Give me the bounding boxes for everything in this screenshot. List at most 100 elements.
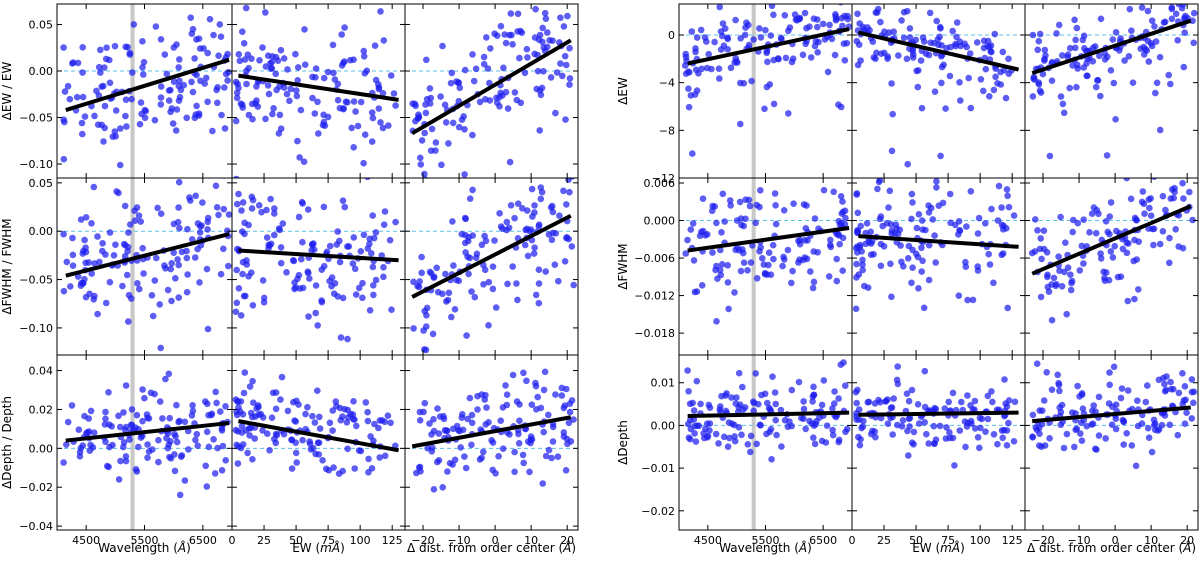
data-point	[385, 122, 392, 129]
data-point	[832, 413, 840, 421]
data-point	[176, 56, 183, 63]
data-point	[341, 203, 349, 211]
data-point	[810, 383, 817, 391]
data-point	[251, 435, 258, 442]
data-point	[183, 247, 190, 255]
data-point	[761, 105, 768, 113]
data-point	[456, 84, 464, 92]
data-point	[537, 91, 545, 99]
data-point	[1179, 370, 1186, 377]
data-point	[872, 433, 879, 441]
data-point	[802, 225, 810, 232]
data-point	[441, 427, 449, 434]
data-point	[1039, 70, 1047, 78]
data-point	[503, 391, 511, 399]
data-point	[1077, 430, 1084, 437]
fit-line	[858, 410, 1019, 417]
data-point	[320, 74, 328, 82]
data-point	[1095, 432, 1103, 439]
data-point	[1148, 17, 1156, 25]
data-point	[854, 228, 861, 236]
data-point	[88, 220, 95, 227]
data-point	[61, 88, 69, 95]
data-point	[291, 279, 298, 286]
data-point	[439, 42, 446, 50]
data-point	[489, 466, 497, 474]
data-point	[1058, 401, 1066, 409]
data-point	[1048, 386, 1056, 394]
data-point	[203, 428, 211, 436]
data-point	[718, 229, 725, 236]
data-point	[434, 288, 442, 296]
data-point	[168, 260, 175, 267]
data-point	[1145, 58, 1153, 65]
data-point	[1171, 184, 1178, 192]
data-point	[271, 210, 278, 217]
data-point	[932, 436, 940, 444]
data-point	[929, 216, 937, 223]
fit-line	[65, 57, 230, 112]
x-tick-label: 6500	[189, 534, 217, 547]
data-point	[429, 330, 437, 338]
data-point	[918, 217, 926, 224]
data-point	[921, 419, 928, 426]
data-point	[1067, 286, 1075, 294]
data-point	[301, 26, 308, 33]
data-point	[365, 455, 372, 463]
data-point	[788, 279, 795, 287]
data-point	[994, 217, 1002, 224]
data-point	[85, 428, 93, 435]
data-point	[925, 440, 932, 447]
data-point	[687, 425, 695, 433]
data-point	[946, 434, 954, 442]
data-point	[1086, 229, 1093, 236]
data-point	[315, 451, 323, 458]
data-point	[1046, 152, 1054, 160]
data-point	[706, 427, 713, 434]
data-point	[132, 466, 140, 473]
data-point	[1050, 274, 1058, 282]
data-point	[299, 284, 307, 292]
data-point	[871, 428, 878, 435]
data-point	[217, 270, 225, 278]
data-point	[1172, 226, 1179, 233]
data-point	[165, 97, 173, 104]
data-point	[988, 205, 995, 213]
data-point	[126, 51, 134, 58]
data-point	[187, 197, 194, 204]
data-point	[100, 138, 107, 145]
data-point	[386, 236, 394, 244]
data-point	[486, 79, 493, 87]
data-point	[309, 412, 316, 420]
data-point	[277, 396, 284, 403]
fit-line	[1031, 18, 1192, 76]
data-point	[1135, 286, 1142, 293]
data-point	[920, 304, 928, 312]
data-point	[272, 70, 280, 78]
data-point	[345, 243, 353, 250]
data-point	[524, 54, 531, 61]
data-point	[921, 367, 929, 375]
data-point	[947, 43, 954, 51]
data-point	[262, 63, 270, 70]
data-point	[724, 262, 731, 269]
x-tick-label: 4500	[694, 534, 722, 547]
data-point	[204, 325, 212, 333]
plot-area	[852, 5, 1025, 168]
data-point	[925, 209, 933, 216]
data-point	[204, 400, 211, 408]
data-point	[235, 443, 242, 450]
data-point	[900, 8, 908, 16]
data-point	[371, 420, 378, 428]
data-point	[784, 246, 792, 254]
data-point	[1167, 385, 1175, 393]
y-axis-label: ΔDepth	[616, 420, 630, 465]
data-point	[476, 98, 484, 106]
fit-line	[238, 419, 399, 453]
x-tick-label: 100	[970, 534, 991, 547]
data-point	[304, 206, 312, 213]
data-point	[234, 460, 242, 467]
data-point	[152, 23, 160, 30]
data-point	[305, 313, 312, 320]
